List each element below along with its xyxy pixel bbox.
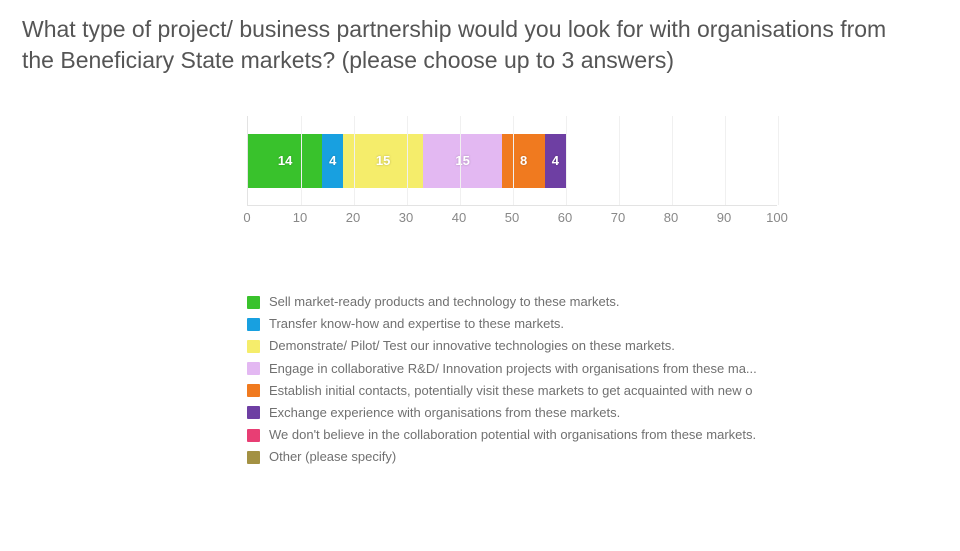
x-tick-label: 10: [293, 210, 307, 225]
legend-item-demonstrate: Demonstrate/ Pilot/ Test our innovative …: [247, 336, 887, 356]
legend-label: Exchange experience with organisations f…: [269, 403, 620, 423]
legend-item-transfer: Transfer know-how and expertise to these…: [247, 314, 887, 334]
bar-segment-engage: 15: [423, 134, 503, 188]
legend-label: Sell market-ready products and technolog…: [269, 292, 619, 312]
x-tick-label: 20: [346, 210, 360, 225]
gridline: [460, 116, 461, 205]
legend-swatch: [247, 296, 260, 309]
gridline: [566, 116, 567, 205]
legend-label: We don't believe in the collaboration po…: [269, 425, 756, 445]
bar-segment-exchange: 4: [545, 134, 566, 188]
gridline: [619, 116, 620, 205]
legend-swatch: [247, 451, 260, 464]
legend-label: Establish initial contacts, potentially …: [269, 381, 752, 401]
x-tick-label: 50: [505, 210, 519, 225]
plot-area: 144151584: [247, 116, 777, 206]
x-tick-label: 100: [766, 210, 788, 225]
gridline: [725, 116, 726, 205]
legend-label: Demonstrate/ Pilot/ Test our innovative …: [269, 336, 675, 356]
x-tick-label: 0: [243, 210, 250, 225]
bar-segment-demonstrate: 15: [343, 134, 423, 188]
legend-item-exchange: Exchange experience with organisations f…: [247, 403, 887, 423]
legend-label: Other (please specify): [269, 447, 396, 467]
x-axis-labels: 0102030405060708090100: [247, 210, 777, 232]
legend-item-establish: Establish initial contacts, potentially …: [247, 381, 887, 401]
x-tick-label: 40: [452, 210, 466, 225]
legend-swatch: [247, 362, 260, 375]
legend-item-engage: Engage in collaborative R&D/ Innovation …: [247, 359, 887, 379]
chart-area: 144151584 0102030405060708090100: [247, 116, 777, 232]
gridline: [513, 116, 514, 205]
gridline: [778, 116, 779, 205]
legend-swatch: [247, 429, 260, 442]
legend-swatch: [247, 318, 260, 331]
chart-title: What type of project/ business partnersh…: [22, 14, 922, 76]
legend-item-other: Other (please specify): [247, 447, 887, 467]
x-tick-label: 60: [558, 210, 572, 225]
gridline: [301, 116, 302, 205]
bar-segment-establish: 8: [502, 134, 544, 188]
legend-swatch: [247, 384, 260, 397]
legend: Sell market-ready products and technolog…: [247, 292, 938, 467]
legend-swatch: [247, 406, 260, 419]
gridline: [407, 116, 408, 205]
x-tick-label: 90: [717, 210, 731, 225]
gridline: [672, 116, 673, 205]
legend-item-nobelieve: We don't believe in the collaboration po…: [247, 425, 887, 445]
x-tick-label: 80: [664, 210, 678, 225]
legend-label: Engage in collaborative R&D/ Innovation …: [269, 359, 757, 379]
x-tick-label: 70: [611, 210, 625, 225]
legend-item-sell: Sell market-ready products and technolog…: [247, 292, 887, 312]
legend-swatch: [247, 340, 260, 353]
x-tick-label: 30: [399, 210, 413, 225]
gridline: [354, 116, 355, 205]
page-root: What type of project/ business partnersh…: [0, 0, 960, 479]
bar-segment-sell: 14: [248, 134, 322, 188]
legend-label: Transfer know-how and expertise to these…: [269, 314, 564, 334]
bar-segment-transfer: 4: [322, 134, 343, 188]
